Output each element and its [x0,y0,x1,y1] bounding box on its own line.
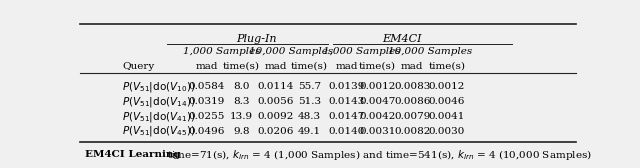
Text: 9.8: 9.8 [233,127,250,136]
Text: 0.0143: 0.0143 [329,97,365,106]
Text: 1,000 Samples: 1,000 Samples [323,47,401,56]
Text: 49.1: 49.1 [298,127,321,136]
Text: 0.0496: 0.0496 [188,127,225,136]
Text: 1,000 Samples: 1,000 Samples [182,47,260,56]
Text: 10,000 Samples: 10,000 Samples [388,47,472,56]
Text: 0.0147: 0.0147 [329,112,365,121]
Text: $P(V_{51}|\mathrm{do}(V_{10}))$: $P(V_{51}|\mathrm{do}(V_{10}))$ [122,80,195,94]
Text: time(s): time(s) [291,62,328,71]
Text: 8.0: 8.0 [233,82,250,91]
Text: 0.0086: 0.0086 [394,97,431,106]
Text: 8.3: 8.3 [233,97,250,106]
Text: time=71(s), $k_{lrn}$ = 4 (1,000 Samples) and time=541(s), $k_{lrn}$ = 4 (10,000: time=71(s), $k_{lrn}$ = 4 (1,000 Samples… [167,148,591,162]
Text: 55.7: 55.7 [298,82,321,91]
Text: 0.0042: 0.0042 [360,112,396,121]
Text: 0.0255: 0.0255 [188,112,225,121]
Text: 0.0056: 0.0056 [258,97,294,106]
Text: 0.0319: 0.0319 [188,97,225,106]
Text: 0.0041: 0.0041 [429,112,465,121]
Text: mad: mad [195,62,218,71]
Text: 0.0082: 0.0082 [394,127,431,136]
Text: 51.3: 51.3 [298,97,321,106]
Text: mad: mad [265,62,287,71]
Text: mad: mad [335,62,358,71]
Text: EM4CI: EM4CI [383,34,422,44]
Text: 0.0139: 0.0139 [329,82,365,91]
Text: 0.0030: 0.0030 [429,127,465,136]
Text: 48.3: 48.3 [298,112,321,121]
Text: $P(V_{51}|\mathrm{do}(V_{14}))$: $P(V_{51}|\mathrm{do}(V_{14}))$ [122,95,195,109]
Text: 0.0114: 0.0114 [258,82,294,91]
Text: 0.0584: 0.0584 [188,82,225,91]
Text: 0.0012: 0.0012 [429,82,465,91]
Text: 0.0047: 0.0047 [360,97,396,106]
Text: 0.0031: 0.0031 [360,127,396,136]
Text: 0.0140: 0.0140 [329,127,365,136]
Text: $P(V_{51}|\mathrm{do}(V_{41}))$: $P(V_{51}|\mathrm{do}(V_{41}))$ [122,110,195,123]
Text: $P(V_{51}|\mathrm{do}(V_{45}))$: $P(V_{51}|\mathrm{do}(V_{45}))$ [122,124,195,138]
Text: 0.0046: 0.0046 [429,97,465,106]
Text: 10,000 Samples: 10,000 Samples [249,47,333,56]
Text: EM4CI Learning: EM4CI Learning [85,150,180,159]
Text: Plug-In: Plug-In [236,34,276,44]
Text: 0.0206: 0.0206 [258,127,294,136]
Text: time(s): time(s) [359,62,396,71]
Text: 0.0012: 0.0012 [360,82,396,91]
Text: time(s): time(s) [223,62,260,71]
Text: mad: mad [401,62,424,71]
Text: Query: Query [122,62,154,71]
Text: 13.9: 13.9 [230,112,253,121]
Text: time(s): time(s) [429,62,465,71]
Text: 0.0079: 0.0079 [394,112,431,121]
Text: 0.0083: 0.0083 [394,82,431,91]
Text: 0.0092: 0.0092 [258,112,294,121]
